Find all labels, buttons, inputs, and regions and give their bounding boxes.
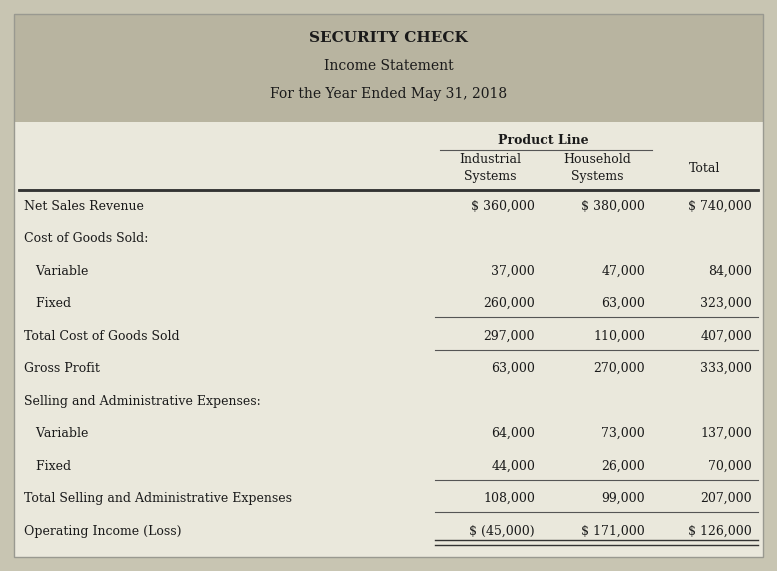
- Text: Total Selling and Administrative Expenses: Total Selling and Administrative Expense…: [24, 492, 292, 505]
- Text: $ (45,000): $ (45,000): [469, 525, 535, 537]
- Text: 407,000: 407,000: [700, 329, 752, 343]
- Text: 63,000: 63,000: [601, 297, 645, 310]
- Text: $ 380,000: $ 380,000: [581, 200, 645, 213]
- Bar: [14, 122, 763, 557]
- Text: 260,000: 260,000: [483, 297, 535, 310]
- Text: 108,000: 108,000: [483, 492, 535, 505]
- Text: 44,000: 44,000: [491, 460, 535, 473]
- Text: 63,000: 63,000: [491, 362, 535, 375]
- Text: 207,000: 207,000: [700, 492, 752, 505]
- Text: Total: Total: [689, 162, 721, 175]
- Text: 64,000: 64,000: [491, 427, 535, 440]
- Text: 70,000: 70,000: [709, 460, 752, 473]
- Text: 137,000: 137,000: [700, 427, 752, 440]
- Text: Fixed: Fixed: [24, 297, 71, 310]
- Text: Product Line: Product Line: [498, 134, 589, 147]
- Text: Gross Profit: Gross Profit: [24, 362, 100, 375]
- Text: Fixed: Fixed: [24, 460, 71, 473]
- Text: 73,000: 73,000: [601, 427, 645, 440]
- Text: Total Cost of Goods Sold: Total Cost of Goods Sold: [24, 329, 179, 343]
- Text: Operating Income (Loss): Operating Income (Loss): [24, 525, 182, 537]
- Text: Income Statement: Income Statement: [324, 59, 453, 73]
- Text: Cost of Goods Sold:: Cost of Goods Sold:: [24, 232, 148, 245]
- Text: Selling and Administrative Expenses:: Selling and Administrative Expenses:: [24, 395, 261, 408]
- Text: SECURITY CHECK: SECURITY CHECK: [309, 31, 468, 45]
- Text: 47,000: 47,000: [601, 265, 645, 278]
- Text: $ 360,000: $ 360,000: [471, 200, 535, 213]
- Text: Variable: Variable: [24, 427, 89, 440]
- Text: $ 171,000: $ 171,000: [581, 525, 645, 537]
- Text: 84,000: 84,000: [708, 265, 752, 278]
- Text: Net Sales Revenue: Net Sales Revenue: [24, 200, 144, 213]
- Text: 110,000: 110,000: [593, 329, 645, 343]
- Text: 323,000: 323,000: [700, 297, 752, 310]
- Text: Variable: Variable: [24, 265, 89, 278]
- Text: 333,000: 333,000: [700, 362, 752, 375]
- Text: Household
Systems: Household Systems: [563, 153, 631, 183]
- Text: Industrial
Systems: Industrial Systems: [459, 153, 521, 183]
- Text: $ 740,000: $ 740,000: [688, 200, 752, 213]
- Text: 37,000: 37,000: [491, 265, 535, 278]
- Text: 26,000: 26,000: [601, 460, 645, 473]
- Text: 297,000: 297,000: [483, 329, 535, 343]
- Text: 270,000: 270,000: [594, 362, 645, 375]
- Bar: [14, 14, 763, 122]
- Text: $ 126,000: $ 126,000: [688, 525, 752, 537]
- Text: 99,000: 99,000: [601, 492, 645, 505]
- Text: For the Year Ended May 31, 2018: For the Year Ended May 31, 2018: [270, 87, 507, 101]
